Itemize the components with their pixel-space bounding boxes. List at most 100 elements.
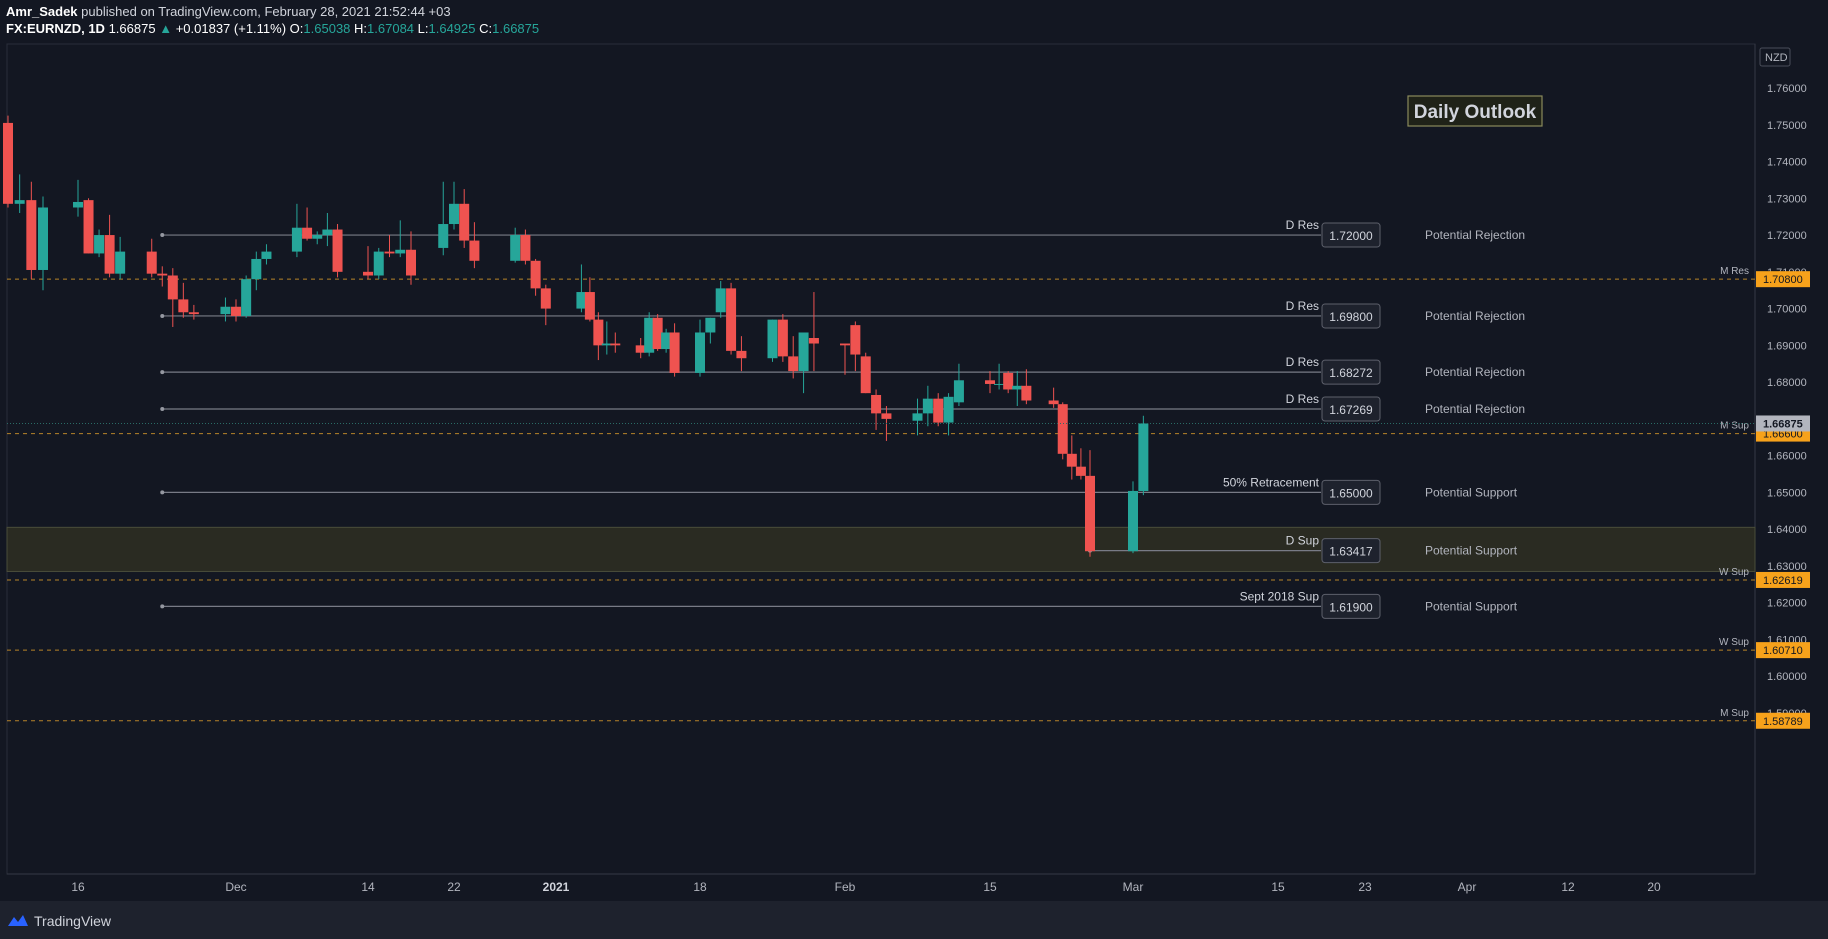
level-price-box [1321, 593, 1381, 619]
currency-label: NZD [1765, 52, 1788, 64]
candle-body-down [652, 317, 663, 350]
candle-body-up [695, 332, 705, 373]
level-note: Potential Rejection [1425, 228, 1525, 242]
candle-body-up [251, 258, 262, 280]
candle-body-down [777, 319, 788, 357]
level-price-label: 1.67269 [1329, 403, 1373, 417]
candle-body-down [83, 200, 94, 254]
x-tick-label: 23 [1358, 880, 1372, 894]
brand-name[interactable]: TradingView [34, 913, 112, 929]
y-tick-label: 1.69000 [1767, 340, 1807, 352]
x-tick-label: 18 [693, 880, 707, 894]
level-price-label: 1.63417 [1329, 545, 1373, 559]
y-tick-label: 1.62000 [1767, 598, 1807, 610]
level-name: 50% Retracement [1223, 475, 1320, 489]
dashed-level-badge [1756, 712, 1810, 729]
candle-body-up [943, 396, 954, 423]
level-price-box [1321, 538, 1381, 564]
plot-area [6, 43, 1756, 875]
dashed-level-name: M Sup [1720, 708, 1749, 719]
candle-body-down [157, 273, 168, 276]
y-tick-label: 1.66000 [1767, 451, 1807, 463]
level-name: D Res [1286, 392, 1319, 406]
ohlc-line: FX:EURNZD, 1D 1.66875 ▲ +0.01837 (+1.11%… [6, 21, 539, 36]
candle-body-down [332, 229, 343, 272]
level-price-box [1321, 303, 1381, 329]
level-anchor [160, 406, 165, 411]
tradingview-logo-icon[interactable] [6, 913, 30, 927]
level-anchor [160, 233, 165, 238]
dashed-level-price: 1.70800 [1763, 274, 1803, 286]
candle-body-up [14, 200, 25, 204]
level-price-label: 1.61900 [1329, 600, 1373, 614]
candle-body-down [1003, 372, 1014, 390]
candle-body-down [520, 235, 531, 261]
y-tick-label: 1.60000 [1767, 671, 1807, 683]
level-note: Potential Support [1425, 544, 1518, 558]
candle-body-up [438, 224, 449, 248]
candle-body-up [767, 319, 778, 359]
level-name: Sept 2018 Sup [1240, 589, 1320, 603]
candle-body-down [188, 312, 199, 315]
candle-body-down [363, 271, 373, 276]
candle-body-up [644, 317, 655, 353]
candle-body-down [736, 350, 747, 359]
author-name[interactable]: Amr_Sadek [6, 4, 78, 19]
dashed-level-price: 1.60710 [1763, 645, 1803, 657]
candle-body-down [26, 200, 37, 270]
x-tick-label: Feb [835, 880, 856, 894]
level-name: D Sup [1286, 534, 1320, 548]
level-note: Potential Support [1425, 485, 1518, 499]
candle-body-down [610, 343, 621, 346]
candle-body-up [312, 235, 323, 239]
y-tick-label: 1.75000 [1767, 120, 1807, 132]
candle-body-up [73, 201, 83, 208]
level-note: Potential Rejection [1425, 309, 1525, 323]
dashed-level-name: M Res [1720, 266, 1749, 277]
dashed-level-name: M Sup [1720, 421, 1749, 432]
candle-body-down [231, 306, 241, 316]
level-anchor [160, 604, 165, 609]
candle-body-up [1128, 490, 1138, 552]
title-box [1407, 95, 1543, 127]
candle-body-up [395, 249, 406, 254]
x-tick-label: Mar [1123, 880, 1144, 894]
symbol-label[interactable]: FX:EURNZD, 1D [6, 21, 105, 36]
candle-body-down [726, 288, 737, 351]
candle-body-down [933, 398, 944, 423]
candle-body-down [104, 235, 115, 274]
candle-body-up [261, 251, 272, 259]
x-tick-label: 15 [1271, 880, 1285, 894]
x-tick-label: 20 [1647, 880, 1661, 894]
candle-body-down [540, 288, 551, 309]
candle-body-up [449, 203, 459, 225]
change-value: +0.01837 (+1.11%) [175, 21, 287, 36]
level-anchor [160, 490, 165, 495]
level-price-box [1321, 222, 1381, 248]
level-name: D Res [1286, 355, 1319, 369]
x-tick-label: 2021 [543, 880, 570, 894]
candle-body-up [994, 383, 1005, 385]
candle-body-up [1012, 385, 1023, 390]
candle-body-up [291, 227, 302, 252]
candle-body-down [1085, 475, 1095, 552]
candle-body-down [669, 332, 680, 373]
candle-body-up [220, 306, 231, 315]
open-label: O: [289, 21, 304, 36]
candle-body-up [94, 235, 105, 254]
y-tick-label: 1.72000 [1767, 230, 1807, 242]
candle-body-down [459, 203, 470, 241]
level-note: Potential Rejection [1425, 365, 1525, 379]
candle-body-down [1066, 453, 1077, 467]
y-tick-label: 1.73000 [1767, 193, 1807, 205]
candle-body-up [322, 229, 333, 236]
currency-badge [1759, 47, 1791, 67]
y-tick-label: 1.76000 [1767, 83, 1807, 95]
level-note: Potential Rejection [1425, 402, 1525, 416]
y-tick-label: 1.63000 [1767, 561, 1807, 573]
candle-body-down [1048, 400, 1059, 405]
candle-body-down [1075, 466, 1086, 476]
candle-body-down [788, 356, 799, 372]
candle-body-down [850, 325, 861, 355]
